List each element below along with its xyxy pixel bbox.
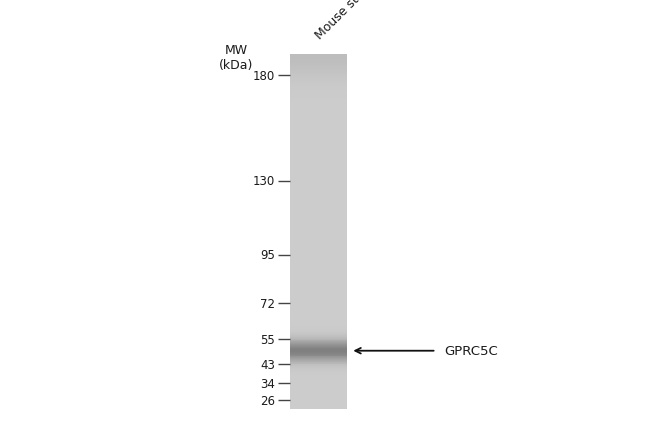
Text: Mouse stomach: Mouse stomach — [313, 0, 391, 42]
Text: 55: 55 — [261, 333, 276, 346]
Text: 95: 95 — [261, 249, 276, 261]
Text: MW: MW — [224, 44, 248, 57]
Text: (kDa): (kDa) — [218, 59, 253, 72]
Text: 72: 72 — [260, 297, 276, 310]
Text: 26: 26 — [260, 394, 276, 407]
Text: 34: 34 — [261, 377, 276, 390]
Text: GPRC5C: GPRC5C — [444, 344, 498, 357]
Text: 180: 180 — [253, 70, 276, 83]
Text: 130: 130 — [253, 175, 276, 188]
Text: 43: 43 — [261, 358, 276, 371]
